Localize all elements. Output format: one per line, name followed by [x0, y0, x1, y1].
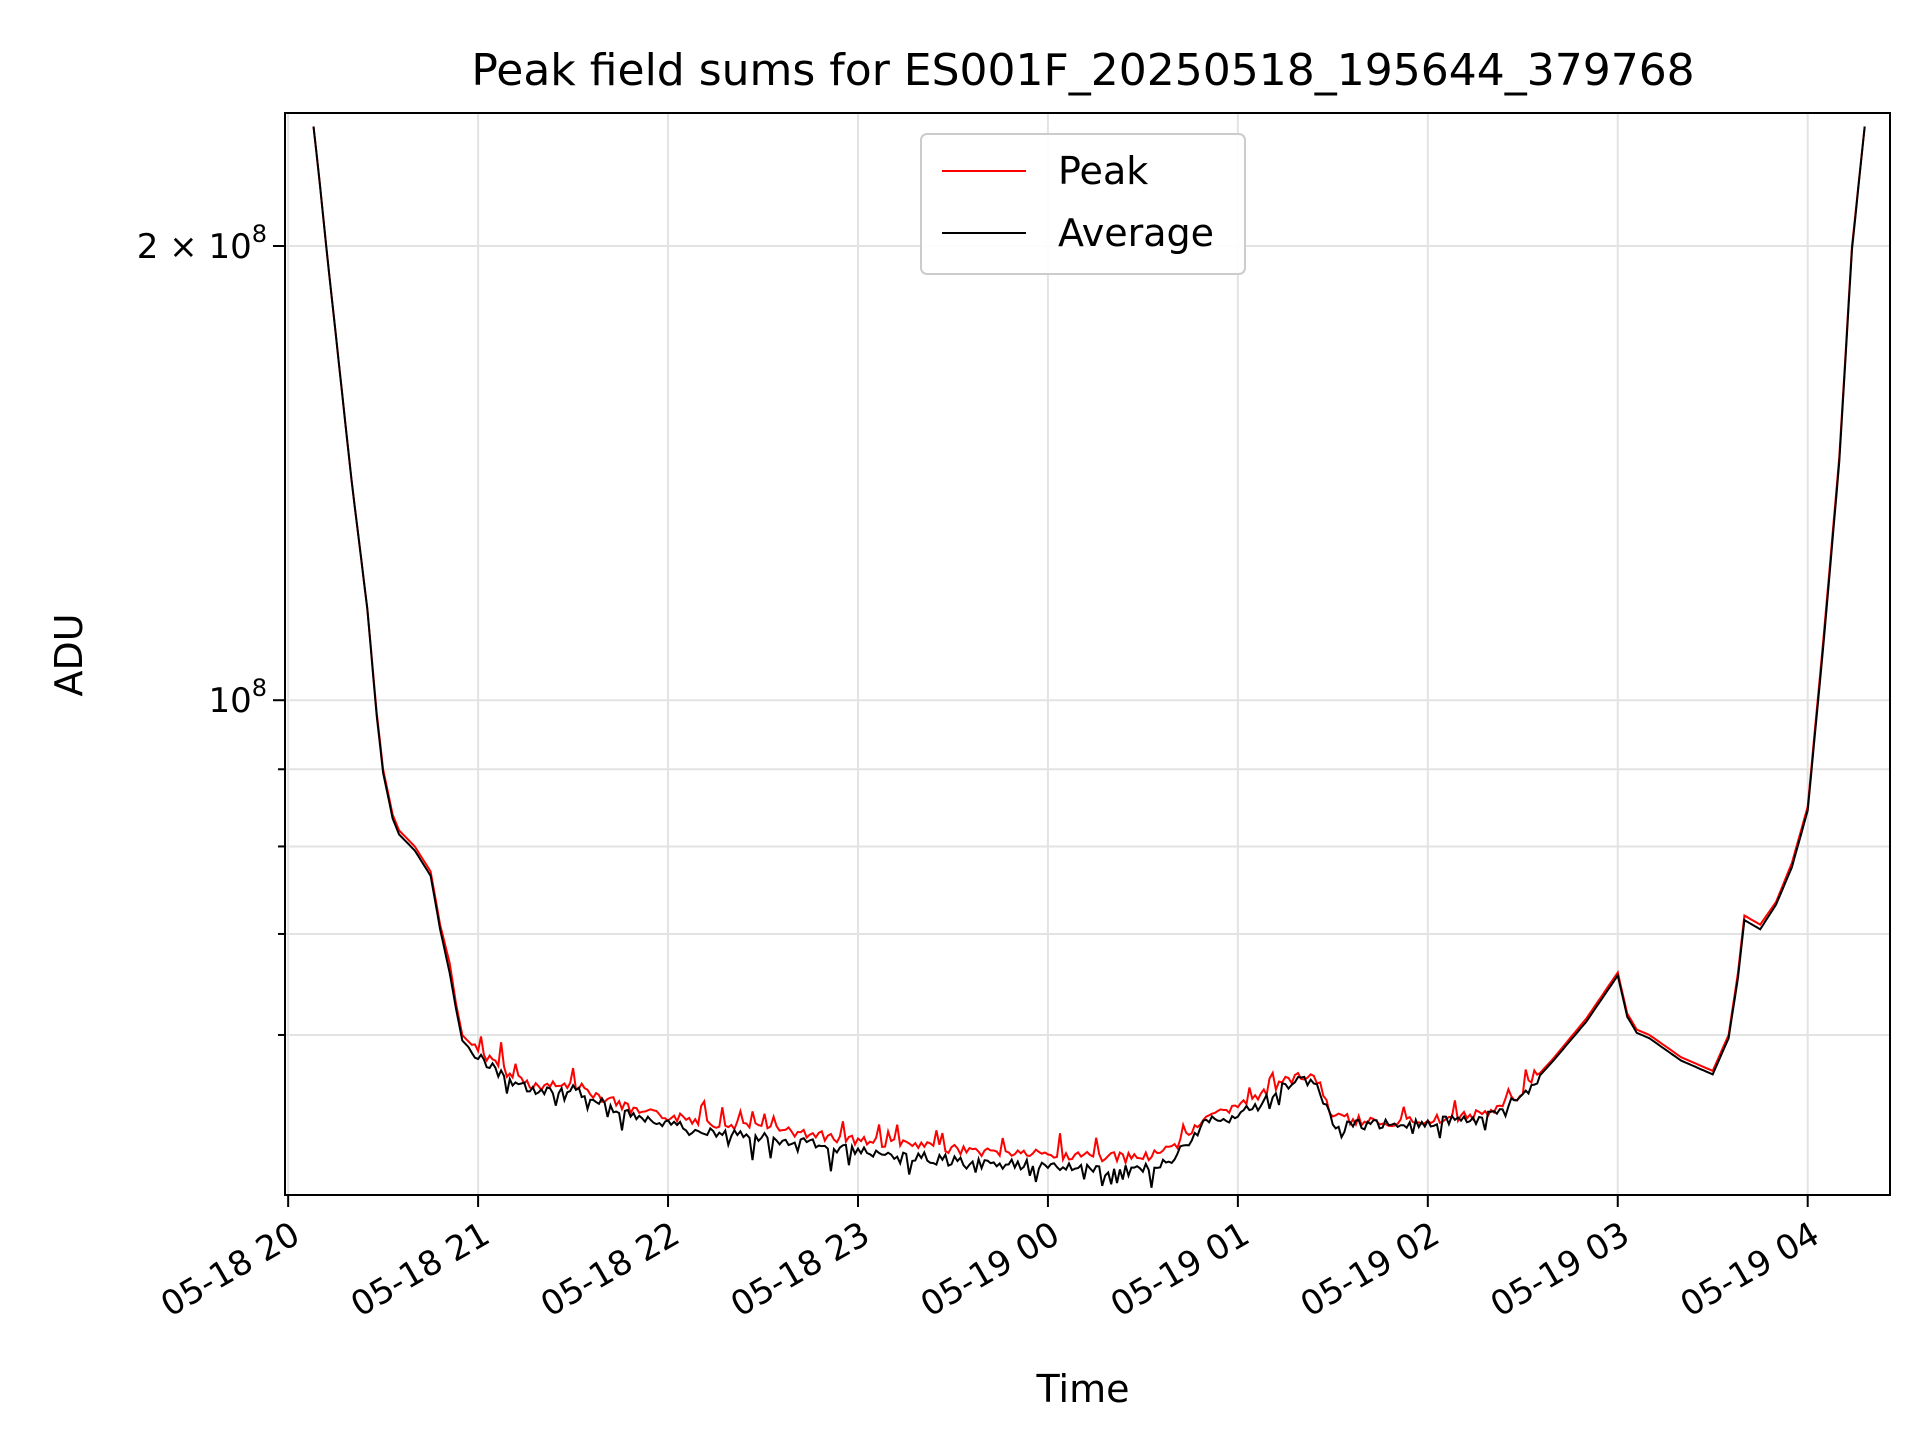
x-tick-label: 05-18 21	[344, 1214, 496, 1325]
x-axis-ticks: 05-18 20 05-18 21 05-18 22 05-18 23 05-19 00…	[154, 1195, 1826, 1325]
x-axis-label: Time	[1036, 1367, 1130, 1411]
x-tick-label: 05-18 20	[154, 1214, 306, 1325]
x-tick-label: 05-19 02	[1294, 1214, 1446, 1325]
axes-frame	[284, 112, 1891, 1196]
series-line-peak	[312, 126, 1866, 1166]
legend-label-average: Average	[1058, 211, 1214, 255]
x-tick-label: 05-19 04	[1674, 1214, 1826, 1325]
x-tick-label: 05-19 00	[914, 1214, 1066, 1325]
x-tick-label: 05-18 23	[724, 1214, 876, 1325]
grid	[285, 113, 1890, 1195]
y-tick-label: 108	[208, 674, 267, 721]
chart-title: Peak field sums for ES001F_20250518_1956…	[471, 45, 1694, 96]
legend: Peak Average	[920, 133, 1246, 275]
series-line-average	[312, 126, 1866, 1188]
x-tick-label: 05-19 01	[1104, 1214, 1256, 1325]
y-axis-ticks: 108 2 × 108	[137, 220, 285, 1036]
legend-label-peak: Peak	[1058, 149, 1148, 193]
x-tick-label: 05-18 22	[534, 1214, 686, 1325]
plot-area	[312, 126, 1866, 1188]
x-tick-label: 05-19 03	[1484, 1214, 1636, 1325]
y-axis-label: ADU	[47, 613, 91, 696]
legend-box	[920, 133, 1246, 275]
y-tick-label: 2 × 108	[137, 220, 267, 267]
